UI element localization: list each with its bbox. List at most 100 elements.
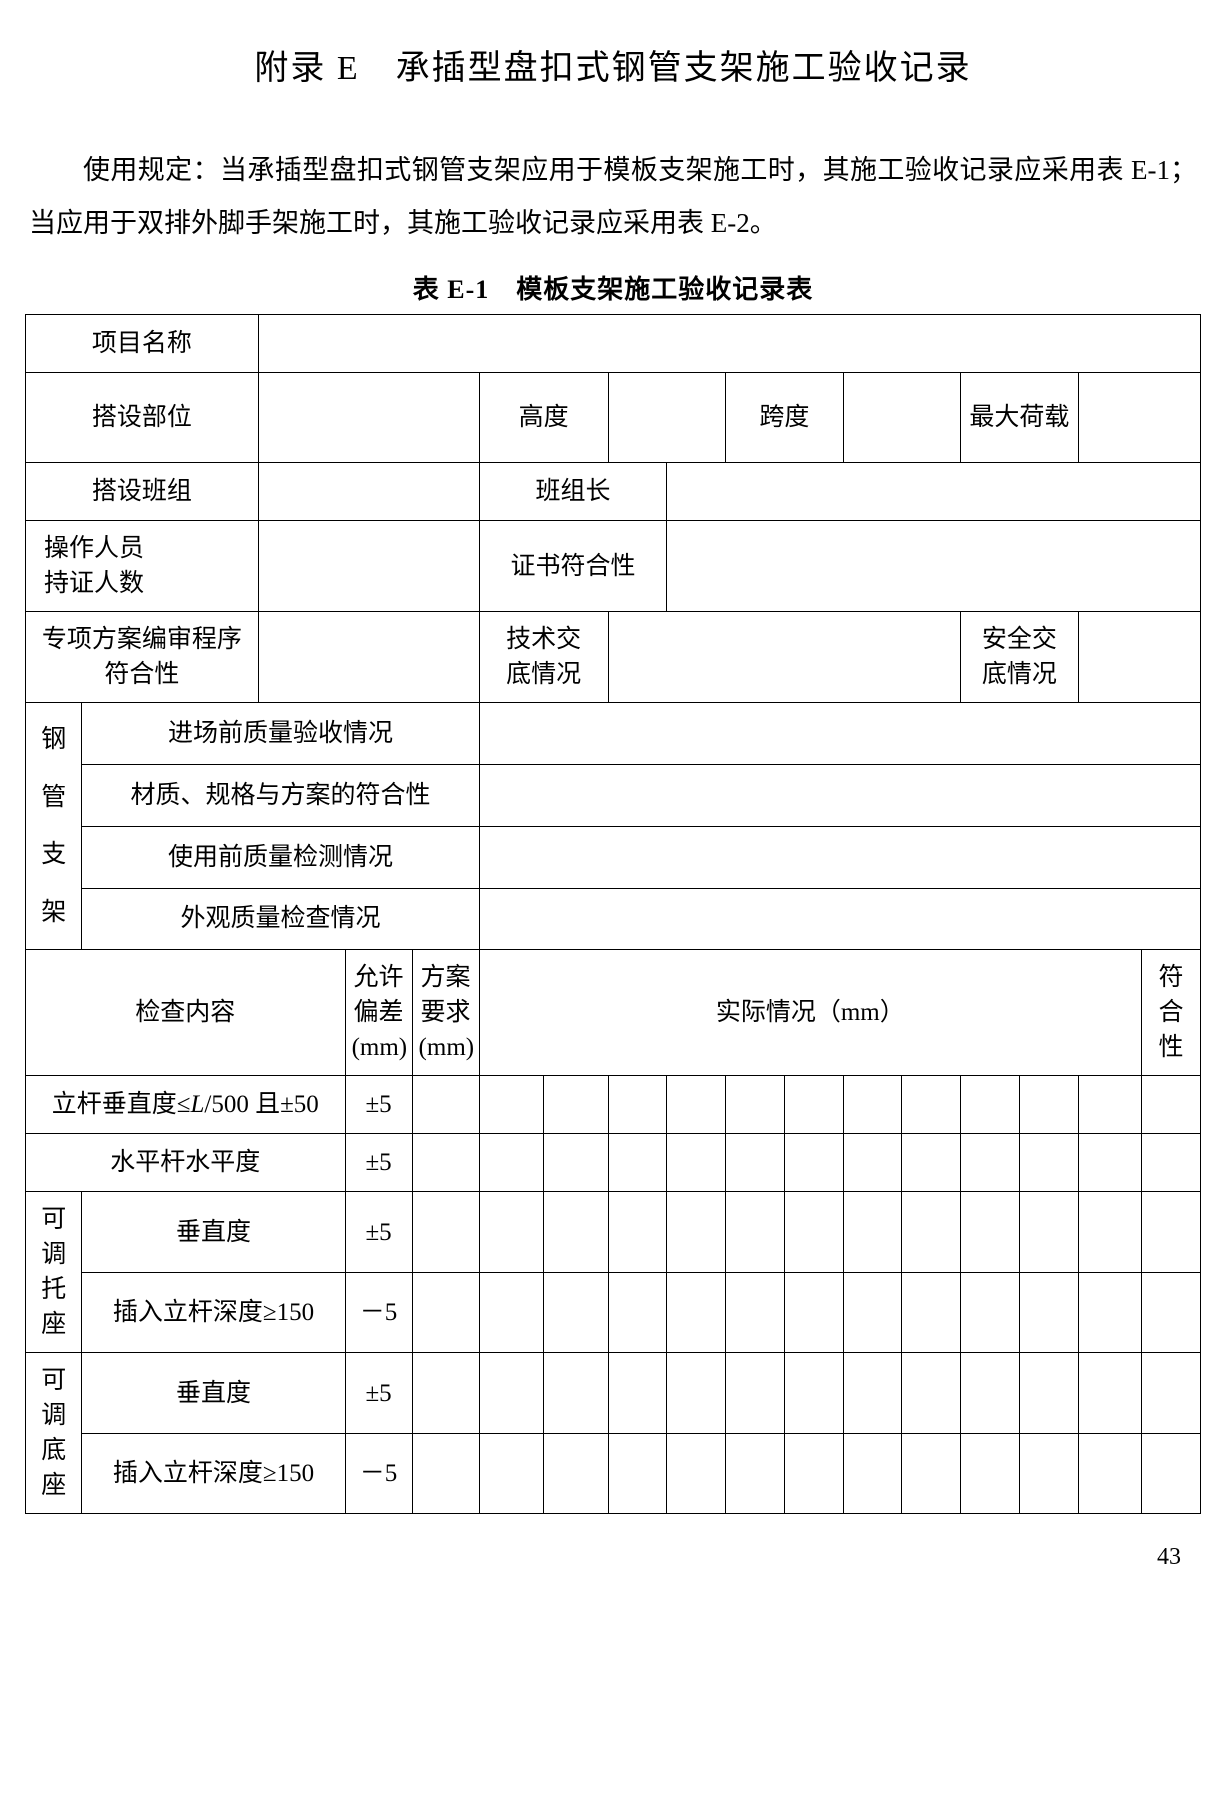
row6-a9: [961, 1433, 1020, 1514]
value-project-name: [258, 315, 1200, 373]
row3-a8: [902, 1192, 961, 1273]
row4-comp: [1142, 1272, 1201, 1353]
value-setup-team: [258, 463, 479, 521]
value-pre-use-quality: [479, 826, 1200, 888]
label-safety-disclosure: 安全交底情况: [961, 612, 1078, 703]
label-material-spec: 材质、规格与方案的符合性: [82, 765, 479, 827]
label-adjustable-support: 可调托座: [26, 1192, 82, 1353]
row3-plan: [412, 1192, 479, 1273]
row2-comp: [1142, 1134, 1201, 1192]
row3-a11: [1078, 1192, 1141, 1273]
row2-dev: ±5: [345, 1134, 412, 1192]
row2-name: 水平杆水平度: [26, 1134, 346, 1192]
row2-a7: [843, 1134, 902, 1192]
row6-a10: [1019, 1433, 1078, 1514]
row6-a6: [784, 1433, 843, 1514]
header-compliance: 符合性: [1142, 950, 1201, 1076]
row4-a6: [784, 1272, 843, 1353]
row4-a4: [667, 1272, 726, 1353]
row6-a2: [544, 1433, 609, 1514]
row5-a2: [544, 1353, 609, 1434]
row3-a10: [1019, 1192, 1078, 1273]
row3-dev: ±5: [345, 1192, 412, 1273]
intro-paragraph: 使用规定：当承插型盘扣式钢管支架应用于模板支架施工时，其施工验收记录应采用表 E…: [25, 144, 1201, 249]
value-appearance-quality: [479, 888, 1200, 950]
row6-a11: [1078, 1433, 1141, 1514]
row2-a10: [1019, 1134, 1078, 1192]
row6-a3: [608, 1433, 667, 1514]
row3-a5: [726, 1192, 785, 1273]
header-check-content: 检查内容: [26, 950, 346, 1076]
value-cert-compliance: [667, 521, 1201, 612]
row1-comp: [1142, 1076, 1201, 1134]
row5-a6: [784, 1353, 843, 1434]
row3-a2: [544, 1192, 609, 1273]
value-special-plan: [258, 612, 479, 703]
page-title: 附录 E 承插型盘扣式钢管支架施工验收记录: [25, 40, 1201, 89]
label-scaffold-group: 钢管支架: [26, 703, 82, 950]
row1-a2: [544, 1076, 609, 1134]
value-pre-entry-quality: [479, 703, 1200, 765]
row6-name: 插入立杆深度≥150: [82, 1433, 345, 1514]
row6-plan: [412, 1433, 479, 1514]
row6-a7: [843, 1433, 902, 1514]
row5-a4: [667, 1353, 726, 1434]
label-max-load: 最大荷载: [961, 373, 1078, 463]
row3-comp: [1142, 1192, 1201, 1273]
value-safety-disclosure: [1078, 612, 1200, 703]
row5-a9: [961, 1353, 1020, 1434]
row1-a10: [1019, 1076, 1078, 1134]
label-setup-location: 搭设部位: [26, 373, 259, 463]
row4-a9: [961, 1272, 1020, 1353]
row3-name: 垂直度: [82, 1192, 345, 1273]
row4-name: 插入立杆深度≥150: [82, 1272, 345, 1353]
row4-a2: [544, 1272, 609, 1353]
label-pre-use-quality: 使用前质量检测情况: [82, 826, 479, 888]
row1-plan: [412, 1076, 479, 1134]
row2-a1: [479, 1134, 544, 1192]
label-appearance-quality: 外观质量检查情况: [82, 888, 479, 950]
row1-a8: [902, 1076, 961, 1134]
row3-a9: [961, 1192, 1020, 1273]
value-operators-certified: [258, 521, 479, 612]
value-material-spec: [479, 765, 1200, 827]
row4-dev: －5: [345, 1272, 412, 1353]
row3-a1: [479, 1192, 544, 1273]
row4-a5: [726, 1272, 785, 1353]
row2-plan: [412, 1134, 479, 1192]
row3-a4: [667, 1192, 726, 1273]
label-height: 高度: [479, 373, 608, 463]
row1-a1: [479, 1076, 544, 1134]
row4-plan: [412, 1272, 479, 1353]
row4-a11: [1078, 1272, 1141, 1353]
label-team-leader: 班组长: [479, 463, 667, 521]
row1-a5: [726, 1076, 785, 1134]
page-number: 43: [25, 1544, 1201, 1571]
row5-a11: [1078, 1353, 1141, 1434]
label-project-name: 项目名称: [26, 315, 259, 373]
row5-a3: [608, 1353, 667, 1434]
row4-a3: [608, 1272, 667, 1353]
row2-a3: [608, 1134, 667, 1192]
row5-comp: [1142, 1353, 1201, 1434]
row1-a7: [843, 1076, 902, 1134]
row3-a6: [784, 1192, 843, 1273]
value-span: [843, 373, 960, 463]
row6-a1: [479, 1433, 544, 1514]
row5-a10: [1019, 1353, 1078, 1434]
row1-a6: [784, 1076, 843, 1134]
row2-a6: [784, 1134, 843, 1192]
header-allowed-deviation: 允许偏差(mm): [345, 950, 412, 1076]
inspection-table: 项目名称 搭设部位 高度 跨度 最大荷载 搭设班组 班组长 操作人员持证人数 证…: [25, 314, 1201, 1514]
row3-a3: [608, 1192, 667, 1273]
label-pre-entry-quality: 进场前质量验收情况: [82, 703, 479, 765]
row1-name: 立杆垂直度≤L/500 且±50: [26, 1076, 346, 1134]
row2-a5: [726, 1134, 785, 1192]
table-caption: 表 E-1 模板支架施工验收记录表: [25, 269, 1201, 306]
value-max-load: [1078, 373, 1200, 463]
value-team-leader: [667, 463, 1201, 521]
header-plan-requirement: 方案要求(mm): [412, 950, 479, 1076]
header-actual-situation: 实际情况（mm）: [479, 950, 1142, 1076]
value-setup-location: [258, 373, 479, 463]
row2-a2: [544, 1134, 609, 1192]
